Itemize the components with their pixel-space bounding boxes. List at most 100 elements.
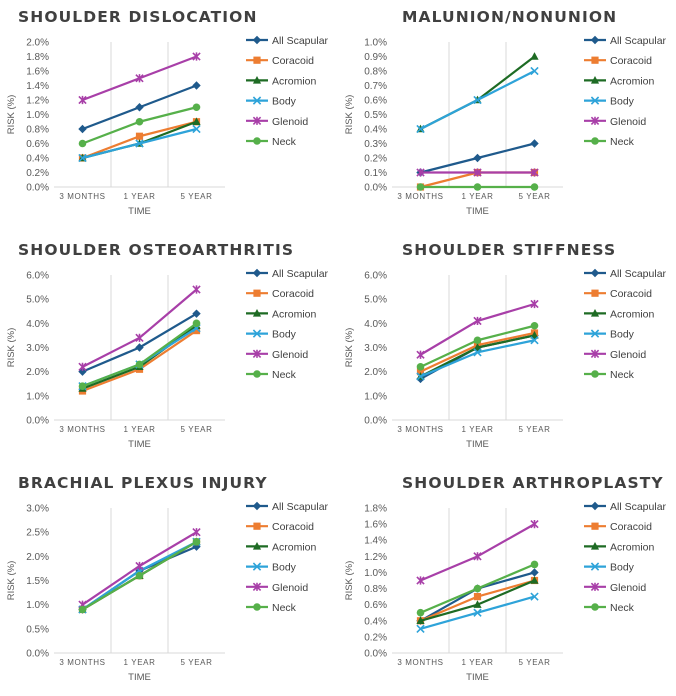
y-tick-label: 0.1% (364, 168, 387, 179)
y-tick-label: 3.0% (26, 504, 49, 515)
data-point (78, 382, 87, 390)
legend-marker (252, 309, 262, 317)
y-tick-label: 0.0% (26, 649, 49, 660)
series-neck (416, 183, 539, 191)
legend-item-glenoid: Glenoid (584, 349, 646, 361)
x-axis-title: TIME (128, 206, 151, 217)
y-tick-label: 1.2% (26, 96, 49, 107)
legend-item-body: Body (246, 562, 297, 574)
y-tick-label: 0.0% (26, 183, 49, 194)
series-glenoid (78, 285, 201, 371)
series-line (82, 322, 198, 388)
y-tick-label: 0.0% (26, 416, 49, 427)
legend-item-glenoid: Glenoid (246, 116, 308, 128)
legend-marker (590, 329, 600, 338)
y-tick-label: 0.8% (26, 125, 49, 136)
x-tick-label: 5 YEAR (519, 192, 551, 201)
y-tick-label: 3.0% (364, 343, 387, 354)
legend-item-acromion: Acromion (246, 308, 317, 320)
x-tick-label: 1 YEAR (462, 192, 494, 201)
legend-item-coracoid: Coracoid (584, 288, 652, 300)
chart-shoulder-dislocation: SHOULDER DISLOCATION 0.0% 0.2% 0.4% 0.6% 0.8%… (6, 8, 329, 217)
legend-marker (252, 582, 262, 591)
chart-title: SHOULDER OSTEOARTHRITIS (18, 241, 294, 259)
legend-marker (590, 96, 600, 105)
legend-label: Glenoid (272, 349, 308, 361)
data-point (135, 74, 144, 83)
data-point (416, 124, 425, 134)
data-point (530, 299, 539, 309)
chart-shoulder-arthroplasty: SHOULDER ARTHROPLASTY 0.0% 0.2% 0.4% 0.6% 0.8… (344, 474, 667, 683)
x-tick-label: 3 MONTHS (397, 425, 443, 434)
data-point (192, 528, 201, 537)
legend-marker (252, 96, 262, 105)
legend-item-body: Body (246, 96, 297, 108)
x-tick-label: 3 MONTHS (397, 192, 443, 201)
legend-label: Neck (610, 369, 635, 381)
legend-label: Neck (272, 369, 297, 381)
y-tick-label: 1.4% (364, 536, 387, 547)
chart-shoulder-osteoarthritis: SHOULDER OSTEOARTHRITIS 0.0% 1.0% 2.0% 3.0% 4… (6, 241, 329, 450)
y-tick-label: 2.0% (26, 552, 49, 563)
data-point (416, 624, 425, 633)
legend-label: Glenoid (610, 116, 646, 128)
y-tick-label: 0.0% (364, 649, 387, 660)
legend-item-glenoid: Glenoid (584, 116, 646, 128)
y-axis-title: RISK (%) (344, 328, 355, 368)
y-tick-label: 1.4% (26, 81, 49, 92)
legend-label: Neck (272, 602, 297, 614)
y-tick-label: 0.4% (364, 616, 387, 627)
legend-marker (590, 35, 600, 45)
y-tick-label: 4.0% (26, 319, 49, 330)
data-point (530, 560, 539, 569)
x-tick-label: 5 YEAR (181, 425, 213, 434)
series-all-scapular (78, 81, 201, 134)
y-tick-label: 1.0% (26, 600, 49, 611)
x-axis-title: TIME (128, 672, 151, 683)
x-axis-title: TIME (128, 439, 151, 450)
legend-label: All Scapular (272, 268, 329, 280)
series-body (416, 336, 539, 381)
legend-item-coracoid: Coracoid (246, 288, 314, 300)
legend-item-coracoid: Coracoid (584, 521, 652, 533)
y-tick-label: 0.8% (364, 584, 387, 595)
y-tick-label: 6.0% (26, 271, 49, 282)
legend-marker (590, 542, 600, 550)
data-point (192, 81, 201, 90)
y-tick-label: 5.0% (364, 295, 387, 306)
series-neck (416, 560, 539, 617)
y-tick-label: 2.5% (26, 528, 49, 539)
data-point (530, 66, 539, 76)
x-tick-label: 1 YEAR (462, 658, 494, 667)
series-body (78, 124, 201, 163)
legend-label: Neck (272, 136, 297, 148)
data-point (530, 52, 539, 60)
x-tick-label: 1 YEAR (124, 425, 156, 434)
legend-marker (590, 76, 600, 84)
data-point (530, 321, 539, 330)
legend-item-all-scapular: All Scapular (246, 501, 329, 513)
data-point (135, 103, 144, 112)
x-tick-label: 3 MONTHS (59, 658, 105, 667)
legend-item-neck: Neck (584, 369, 635, 381)
series-neck (78, 538, 201, 614)
y-axis-title: RISK (%) (344, 561, 355, 601)
series-acromion (416, 576, 539, 624)
legend-marker (253, 56, 261, 64)
data-point (192, 52, 201, 61)
y-tick-label: 2.0% (26, 367, 49, 378)
data-point (473, 348, 482, 357)
y-tick-label: 0.6% (364, 600, 387, 611)
legend-label: Acromion (272, 75, 317, 87)
series-neck (416, 321, 539, 371)
data-point (78, 124, 87, 134)
legend-item-acromion: Acromion (246, 75, 317, 87)
legend-item-body: Body (246, 329, 297, 341)
y-tick-label: 0.4% (26, 154, 49, 165)
legend: All Scapular Coracoid Acromion Body Glenoid N… (246, 501, 329, 614)
legend-label: Acromion (610, 75, 655, 87)
x-tick-label: 1 YEAR (124, 192, 156, 201)
x-tick-label: 5 YEAR (181, 192, 213, 201)
legend-label: Glenoid (610, 349, 646, 361)
